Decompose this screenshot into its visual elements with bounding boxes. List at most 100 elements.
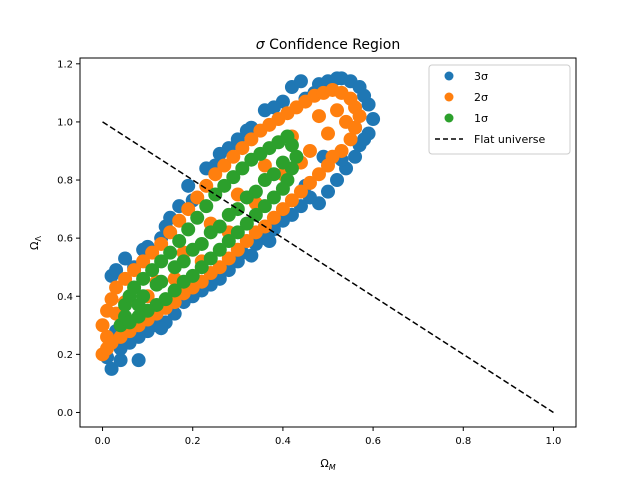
scatter-point: [176, 274, 191, 289]
scatter-point: [302, 175, 317, 190]
y-tick-label: 1.2: [57, 59, 73, 70]
scatter-point: [154, 236, 169, 251]
scatter-point: [203, 251, 218, 266]
scatter-point: [167, 260, 182, 275]
scatter-point: [257, 173, 272, 188]
scatter-point: [302, 143, 317, 158]
y-tick-label: 0.6: [57, 234, 73, 245]
scatter-point: [257, 158, 272, 173]
scatter-point: [190, 190, 205, 205]
scatter-point: [235, 161, 250, 176]
scatter-point: [221, 207, 236, 222]
scatter-point: [136, 271, 151, 286]
x-axis-title-sub: M: [329, 463, 336, 472]
scatter-point: [208, 167, 223, 182]
chart-title-text: Confidence Region: [265, 37, 401, 53]
legend-marker-3sigma: [444, 71, 454, 81]
scatter-point: [104, 335, 119, 350]
scatter-point: [113, 353, 128, 368]
scatter-point: [239, 216, 254, 231]
scatter-point: [172, 234, 187, 249]
scatter-point: [366, 112, 381, 127]
scatter-point: [163, 225, 178, 240]
scatter-point: [181, 202, 196, 217]
scatter-point: [118, 251, 133, 266]
scatter-point: [127, 280, 142, 295]
scatter-point: [311, 109, 326, 124]
scatter-point: [284, 193, 299, 208]
x-tick-label: 0.4: [275, 436, 291, 447]
y-tick-label: 0.8: [57, 176, 73, 187]
x-tick-label: 0.0: [95, 436, 111, 447]
legend-label-2sigma: 2σ: [474, 91, 488, 104]
scatter-point: [343, 132, 358, 147]
scatter-point: [109, 263, 124, 278]
scatter-point: [212, 146, 227, 161]
y-axis-title-main: Ω: [28, 242, 41, 250]
x-axis-title: ΩM: [320, 457, 335, 472]
scatter-point: [109, 280, 124, 295]
scatter-point: [145, 245, 160, 260]
plot-frame: [79, 57, 577, 428]
scatter-point: [230, 225, 245, 240]
legend-label-1sigma: 1σ: [474, 112, 488, 125]
scatter-point: [199, 178, 214, 193]
scatter-point: [203, 225, 218, 240]
scatter-point: [239, 190, 254, 205]
scatter-point: [212, 242, 227, 257]
x-tick-label: 0.8: [455, 436, 471, 447]
scatter-point: [104, 361, 119, 376]
scatter-point: [149, 277, 164, 292]
scatter-point: [95, 318, 110, 333]
legend: 3σ 2σ 1σ Flat universe: [428, 64, 571, 155]
scatter-point: [321, 126, 335, 141]
scatter-point: [257, 199, 272, 214]
scatter-point: [248, 207, 263, 222]
y-tick-label: 1.0: [57, 117, 73, 128]
scatter-point: [361, 97, 376, 112]
scatter-layer: [95, 71, 381, 376]
scatter-point: [235, 141, 250, 156]
chart-title: σ Confidence Region: [256, 37, 400, 53]
y-axis-title: ΩΛ: [28, 236, 43, 250]
scatter-point: [293, 74, 308, 89]
scatter-point: [284, 138, 299, 153]
scatter-point: [330, 173, 345, 188]
y-tick-label: 0.4: [57, 292, 73, 303]
legend-label-3sigma: 3σ: [474, 70, 488, 83]
plot-area: [79, 57, 577, 428]
scatter-point: [352, 109, 367, 124]
scatter-point: [131, 297, 146, 312]
scatter-point: [357, 132, 372, 147]
scatter-point: [199, 199, 214, 214]
scatter-point: [208, 187, 223, 202]
scatter-point: [163, 245, 178, 260]
scatter-point: [221, 234, 236, 249]
scatter-point: [104, 292, 119, 307]
scatter-point: [330, 103, 345, 118]
scatter-point: [221, 251, 236, 266]
scatter-point: [348, 149, 363, 164]
scatter-point: [226, 170, 241, 185]
scatter-point: [244, 248, 259, 263]
legend-marker-2sigma: [444, 92, 454, 102]
scatter-point: [136, 254, 151, 269]
y-axis: 0.0 0.2 0.4 0.6 0.8 1.0 1.2: [57, 59, 80, 419]
scatter-point: [289, 149, 304, 164]
scatter-point: [167, 283, 182, 298]
scatter-point: [131, 353, 146, 368]
x-axis: 0.0 0.2 0.4 0.6 0.8 1.0: [95, 427, 562, 447]
scatter-point: [154, 254, 169, 269]
scatter-point: [248, 225, 263, 240]
scatter-point: [122, 315, 137, 330]
legend-label-flat-universe: Flat universe: [474, 133, 545, 146]
scatter-point: [262, 234, 277, 249]
scatter-point: [239, 234, 254, 249]
x-tick-label: 1.0: [546, 436, 562, 447]
scatter-point: [154, 321, 169, 336]
chart-title-symbol: σ: [256, 37, 266, 53]
y-axis-title-sub: Λ: [34, 236, 43, 242]
scatter-point: [145, 263, 160, 278]
scatter-point: [127, 263, 142, 278]
